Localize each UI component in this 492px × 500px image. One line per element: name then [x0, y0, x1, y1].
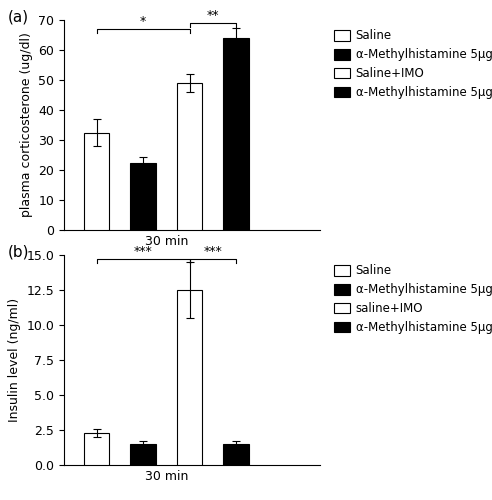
Bar [177, 83, 202, 230]
Y-axis label: Insulin level (ng/ml): Insulin level (ng/ml) [8, 298, 21, 422]
Y-axis label: plasma corticosterone (ug/dl): plasma corticosterone (ug/dl) [20, 32, 32, 218]
Bar [84, 132, 109, 230]
Bar [84, 433, 109, 465]
Text: (b): (b) [8, 244, 29, 260]
Text: **: ** [207, 9, 219, 22]
Legend: Saline, α-Methylhistamine 5μg, saline+IMO, α-Methylhistamine 5μg+IMO: Saline, α-Methylhistamine 5μg, saline+IM… [331, 261, 492, 338]
Bar [177, 290, 202, 465]
Text: ***: *** [134, 245, 153, 258]
Bar [223, 444, 249, 465]
Legend: Saline, α-Methylhistamine 5μg, Saline+IMO, α-Methylhistamine 5μg+IMO: Saline, α-Methylhistamine 5μg, Saline+IM… [331, 26, 492, 102]
Bar [130, 162, 156, 230]
Bar [130, 444, 156, 465]
Text: (a): (a) [8, 10, 29, 24]
Text: *: * [140, 15, 146, 28]
Bar [223, 38, 249, 230]
Text: ***: *** [203, 245, 222, 258]
